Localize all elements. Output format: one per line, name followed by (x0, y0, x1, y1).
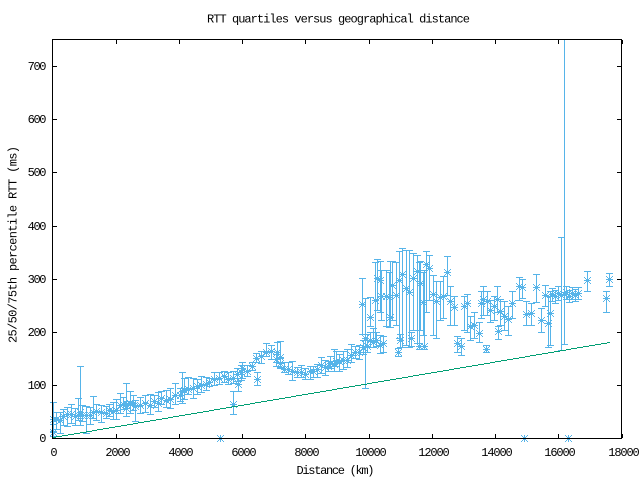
svg-text:100: 100 (28, 379, 47, 393)
svg-text:500: 500 (28, 166, 47, 180)
svg-text:Distance (km): Distance (km) (297, 464, 375, 478)
svg-text:RTT quartiles versus geographi: RTT quartiles versus geographical distan… (207, 13, 470, 27)
svg-text:16000: 16000 (544, 446, 576, 460)
svg-text:400: 400 (28, 220, 47, 234)
svg-text:4000: 4000 (168, 446, 193, 460)
svg-text:300: 300 (28, 273, 47, 287)
svg-text:10000: 10000 (355, 446, 387, 460)
svg-text:2000: 2000 (105, 446, 130, 460)
svg-text:14000: 14000 (481, 446, 513, 460)
svg-text:700: 700 (28, 60, 47, 74)
svg-text:0: 0 (39, 432, 46, 446)
svg-text:200: 200 (28, 326, 47, 340)
svg-text:8000: 8000 (294, 446, 319, 460)
svg-text:18000: 18000 (608, 446, 640, 460)
svg-text:25/50/75th percentile RTT (ms): 25/50/75th percentile RTT (ms) (7, 146, 21, 343)
svg-text:6000: 6000 (231, 446, 256, 460)
svg-text:12000: 12000 (418, 446, 450, 460)
svg-text:600: 600 (28, 113, 47, 127)
svg-text:0: 0 (50, 446, 57, 460)
